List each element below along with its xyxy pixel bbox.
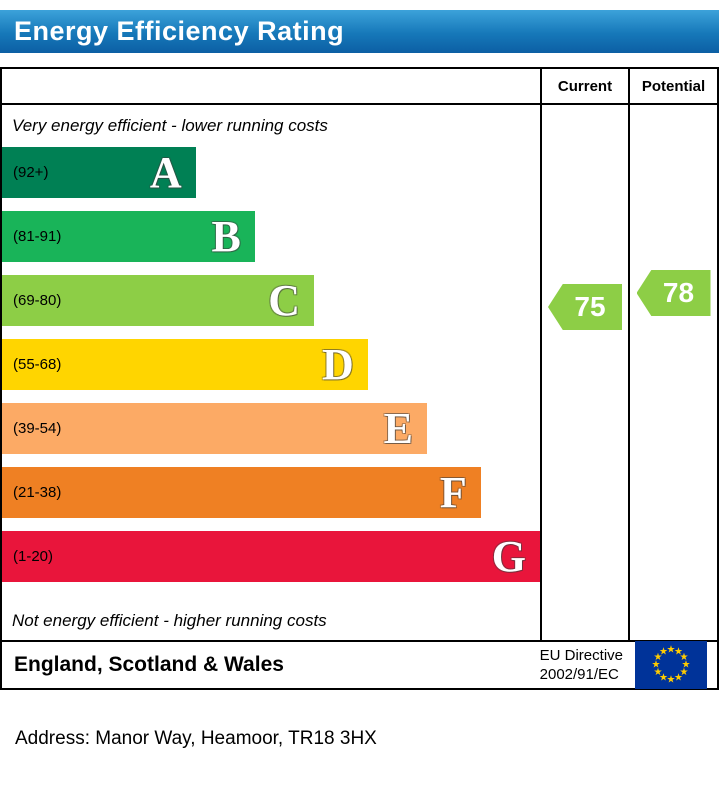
band-letter: D <box>322 339 354 389</box>
band-letter: A <box>149 147 182 197</box>
band-row: (39-54) E <box>2 403 717 467</box>
svg-text:★: ★ <box>654 667 663 678</box>
svg-text:★: ★ <box>682 660 691 671</box>
svg-text:★: ★ <box>659 673 668 684</box>
band-range-label: (21-38) <box>13 484 62 501</box>
svg-text:★: ★ <box>654 652 663 663</box>
potential-cell <box>628 403 717 467</box>
potential-rating-pointer: 78 <box>636 270 711 316</box>
column-header-potential: Potential <box>628 69 717 103</box>
svg-text:★: ★ <box>680 652 689 663</box>
band-zone: (55-68) D <box>2 339 540 403</box>
current-cell <box>540 147 628 211</box>
band-zone: (81-91) B <box>2 211 540 275</box>
band-row: (21-38) F <box>2 467 717 531</box>
band-zone: (1-20) G <box>2 531 540 595</box>
bottom-note-row: Not energy efficient - higher running co… <box>2 595 717 640</box>
band-letter: C <box>268 275 301 325</box>
band-letter: G <box>491 531 526 581</box>
current-cell <box>540 211 628 275</box>
band-row: (1-20) G <box>2 531 717 595</box>
band-letter: B <box>211 211 241 261</box>
chart-footer: England, Scotland & Wales EU Directive 2… <box>2 640 717 689</box>
bands-container: (92+) A (81-91) B (69-80) C 75 78 <box>2 147 717 595</box>
potential-cell <box>628 105 717 147</box>
potential-cell: 78 <box>628 270 717 339</box>
current-cell <box>540 531 628 595</box>
band-range-label: (55-68) <box>13 356 62 373</box>
potential-cell <box>628 339 717 403</box>
band-bar: (81-91) B <box>2 211 255 262</box>
svg-text:★: ★ <box>659 647 668 658</box>
band-zone: (21-38) F <box>2 467 540 531</box>
band-range-label: (81-91) <box>13 228 62 245</box>
potential-cell <box>628 211 717 275</box>
potential-cell <box>628 531 717 595</box>
band-row: (69-80) C 75 78 <box>2 270 717 339</box>
band-zone: (39-54) E <box>2 403 540 467</box>
svg-text:★: ★ <box>674 673 683 684</box>
band-range-label: (1-20) <box>13 548 54 565</box>
band-range-label: (92+) <box>13 164 49 181</box>
band-bar: (92+) A <box>2 147 196 198</box>
svg-text:★: ★ <box>680 667 689 678</box>
page-title-text: Energy Efficiency Rating <box>14 16 345 46</box>
band-zone: (69-80) C <box>2 275 540 339</box>
band-row: (92+) A <box>2 147 717 211</box>
column-header-current: Current <box>540 69 628 103</box>
svg-text:★: ★ <box>652 660 661 671</box>
band-zone: (92+) A <box>2 147 540 211</box>
band-bar: (55-68) D <box>2 339 368 390</box>
current-cell <box>540 467 628 531</box>
region-label: England, Scotland & Wales <box>14 653 284 676</box>
band-row: (81-91) B <box>2 211 717 275</box>
address-line: Address: Manor Way, Heamoor, TR18 3HX <box>15 728 377 749</box>
svg-text:★: ★ <box>667 645 676 656</box>
rating-value: 78 <box>662 277 695 308</box>
current-cell <box>540 595 628 640</box>
potential-cell <box>628 467 717 531</box>
bottom-note: Not energy efficient - higher running co… <box>12 611 327 630</box>
eu-directive-line1: EU Directive <box>539 646 623 664</box>
current-cell <box>540 105 628 147</box>
band-range-label: (39-54) <box>13 420 62 437</box>
svg-text:★: ★ <box>674 647 683 658</box>
top-note-row: Very energy efficient - lower running co… <box>2 105 717 147</box>
band-row: (55-68) D <box>2 339 717 403</box>
band-bar: (1-20) G <box>2 531 540 582</box>
energy-efficiency-chart: Current Potential Very energy efficient … <box>0 67 719 690</box>
svg-text:★: ★ <box>667 675 676 686</box>
current-cell: 75 <box>540 275 628 339</box>
band-letter: E <box>383 403 414 453</box>
eu-directive-line2: 2002/91/EC <box>539 666 619 683</box>
chart-header-row: Current Potential <box>2 69 717 105</box>
band-bar: (39-54) E <box>2 403 428 454</box>
page-title: Energy Efficiency Rating <box>0 10 719 53</box>
potential-cell <box>628 595 717 640</box>
current-cell <box>540 339 628 403</box>
eu-directive-label: EU Directive 2002/91/EC <box>540 646 623 685</box>
rating-value: 75 <box>574 291 606 322</box>
band-bar: (21-38) F <box>2 467 481 518</box>
eu-flag-icon: ★★★★★★★★★★★★ <box>635 641 707 689</box>
band-bar: (69-80) C <box>2 275 315 326</box>
top-note: Very energy efficient - lower running co… <box>12 116 328 135</box>
current-rating-pointer: 75 <box>548 284 622 330</box>
potential-cell <box>628 147 717 211</box>
top-note-zone: Very energy efficient - lower running co… <box>2 105 540 147</box>
header-spacer <box>2 69 540 103</box>
band-letter: F <box>439 467 467 517</box>
band-range-label: (69-80) <box>13 292 62 309</box>
bottom-note-zone: Not energy efficient - higher running co… <box>2 595 540 640</box>
current-cell <box>540 403 628 467</box>
